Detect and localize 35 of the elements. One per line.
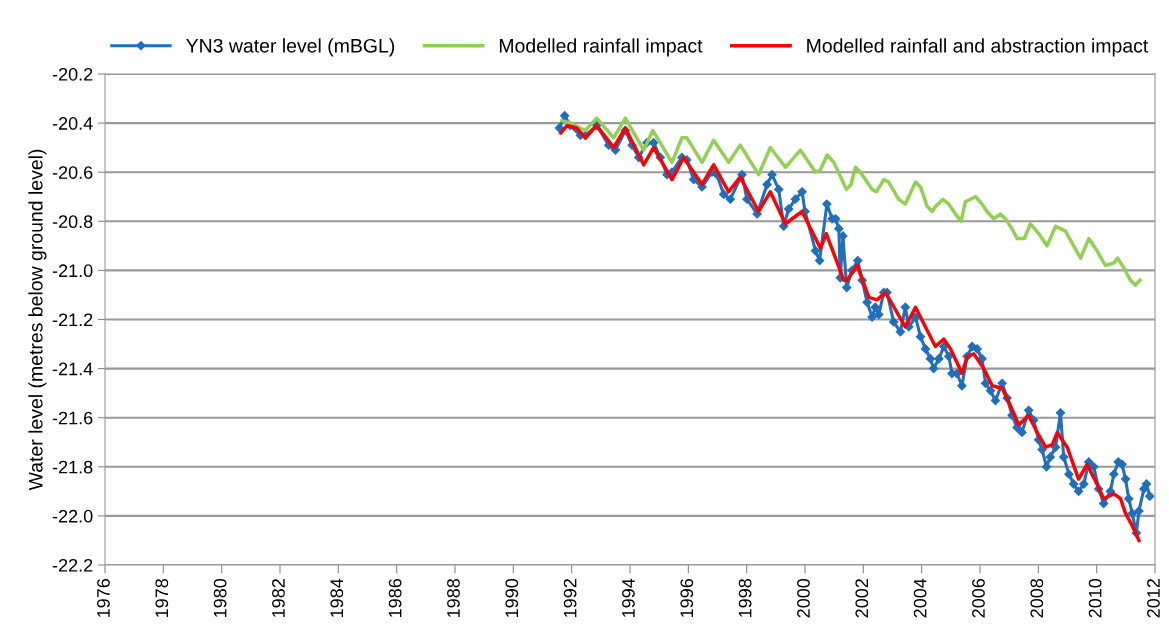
x-tick-label: 2010 [1088, 578, 1102, 618]
y-tick-label: -21.4 [52, 362, 93, 376]
y-tick-label: -20.8 [52, 215, 93, 229]
x-tick-label: 2006 [972, 578, 985, 618]
x-tick-label: 1996 [680, 578, 694, 617]
x-tick-label: 1984 [330, 578, 344, 617]
x-tick-label: 2004 [913, 578, 927, 618]
x-tick-label: 1988 [447, 578, 460, 617]
line-series [560, 116, 1142, 287]
x-tick-label: 2008 [1030, 578, 1044, 618]
y-tick-label: -20.2 [52, 67, 93, 81]
x-tick-label: 2000 [797, 578, 810, 618]
x-tick-label: 1982 [272, 579, 285, 617]
x-tick-label: 2012 [1147, 579, 1160, 618]
x-tick-label: 1994 [622, 578, 635, 617]
y-tick-label: -21.8 [52, 460, 93, 474]
y-tick-label: -21.6 [52, 411, 93, 425]
y-tick-label: -22.0 [52, 509, 93, 523]
y-tick-label: -20.6 [52, 166, 93, 179]
legend-label: Modelled rainfall impact [499, 38, 703, 57]
x-tick-label: 1992 [563, 579, 577, 617]
y-tick-label: -21.2 [52, 313, 93, 327]
y-axis-title: Water level (metres below ground level) [28, 149, 47, 491]
x-tick-label: 1978 [155, 578, 169, 617]
x-tick-label: 1986 [388, 578, 402, 617]
legend-label: YN3 water level (mBGL) [186, 38, 395, 57]
x-tick-label: 1980 [213, 578, 227, 617]
legend-label: Modelled rainfall and abstraction impact [807, 38, 1149, 57]
x-tick-label: 1976 [97, 578, 110, 617]
y-tick-label: -20.4 [52, 117, 93, 130]
x-tick-label: 1998 [738, 578, 752, 617]
y-tick-label: -21.0 [52, 264, 93, 278]
x-tick-label: 1990 [505, 578, 519, 617]
y-tick-label: -22.2 [52, 558, 93, 572]
x-tick-label: 2002 [855, 579, 869, 618]
